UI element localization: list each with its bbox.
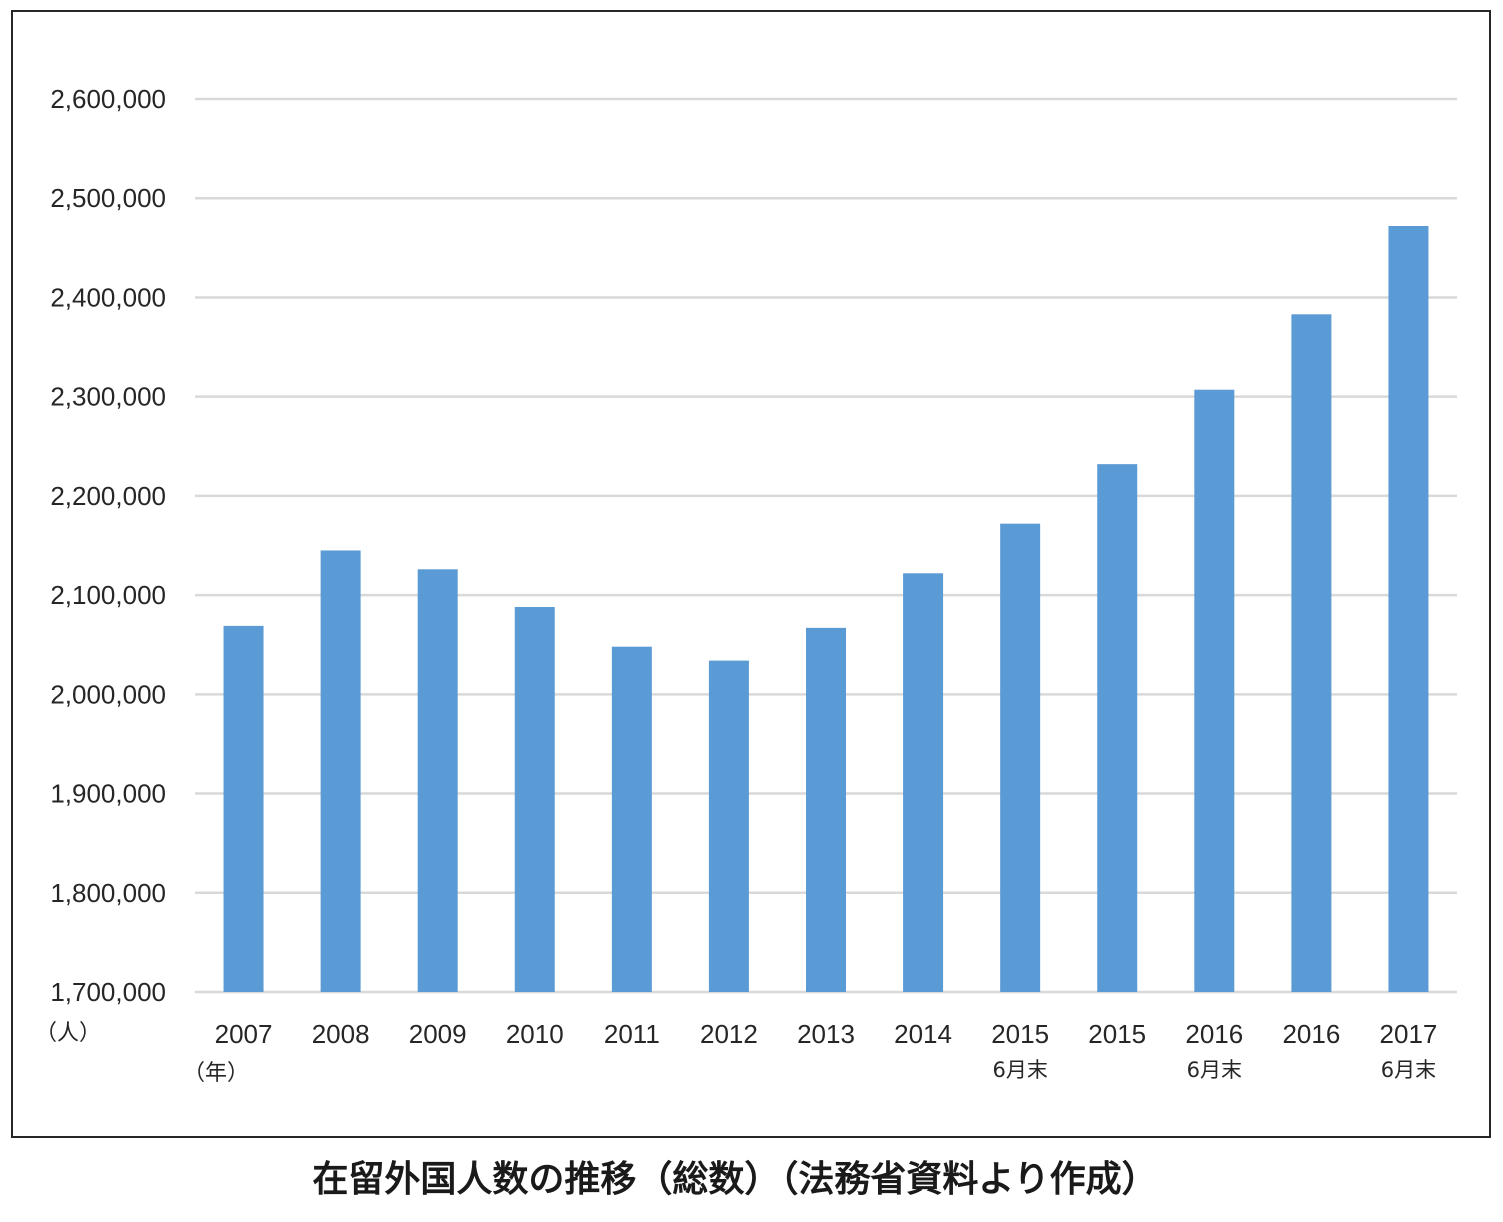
- y-tick-label: 2,200,000: [50, 481, 166, 511]
- bar-chart: 1,700,000 1,800,000 1,900,000 2,000,000 2,10…: [35, 84, 1457, 1086]
- y-tick-label: 2,400,000: [50, 282, 166, 312]
- y-tick-label: 2,600,000: [50, 84, 166, 114]
- y-tick-label: 2,500,000: [50, 183, 166, 213]
- y-tick-label: 1,800,000: [50, 878, 166, 908]
- x-tick-label: 2013: [797, 1019, 855, 1049]
- x-tick-label: 2008: [312, 1019, 370, 1049]
- bar: [806, 627, 846, 992]
- y-tick-label: 2,100,000: [50, 580, 166, 610]
- bar: [223, 625, 264, 992]
- x-tick-label: 2016: [1185, 1019, 1243, 1049]
- bar: [708, 660, 749, 992]
- bar: [417, 569, 458, 992]
- y-tick-label: 1,700,000: [50, 977, 166, 1007]
- x-tick-label: 2015: [991, 1019, 1049, 1049]
- x-tick-label: 2007: [215, 1019, 273, 1049]
- bar: [1291, 314, 1332, 992]
- x-tick-label: 2011: [604, 1019, 660, 1049]
- bar: [320, 550, 361, 992]
- bar: [1097, 464, 1138, 992]
- x-tick-label: 2012: [700, 1019, 758, 1049]
- x-axis-tick-labels: 2007 2008 2009 2010 2011 2012 2013 2014 2015 6月末 2…: [215, 1019, 1438, 1082]
- bar: [903, 573, 944, 992]
- x-tick-sublabel: 6月末: [1381, 1058, 1436, 1082]
- x-tick-label: 2015: [1088, 1019, 1146, 1049]
- bar: [611, 646, 652, 992]
- bar: [1000, 523, 1041, 992]
- bars: [223, 226, 1429, 993]
- bar: [1388, 226, 1429, 992]
- x-tick-label: 2016: [1282, 1019, 1340, 1049]
- bar: [514, 607, 555, 992]
- x-tick-sublabel: 6月末: [1187, 1058, 1242, 1082]
- y-axis-unit-label: （人）: [35, 1021, 101, 1046]
- y-tick-label: 1,900,000: [50, 779, 166, 809]
- chart-frame: 1,700,000 1,800,000 1,900,000 2,000,000 2,10…: [11, 10, 1491, 1138]
- x-tick-label: 2009: [409, 1019, 467, 1049]
- x-tick-sublabel: 6月末: [992, 1058, 1047, 1082]
- y-tick-label: 2,000,000: [50, 679, 166, 709]
- y-axis-tick-labels: 1,700,000 1,800,000 1,900,000 2,000,000 2,10…: [50, 84, 166, 1007]
- x-tick-label: 2014: [894, 1019, 952, 1049]
- x-tick-label: 2017: [1380, 1019, 1438, 1049]
- bar: [1194, 389, 1235, 993]
- x-tick-label: 2010: [506, 1019, 564, 1049]
- x-axis-unit-label: （年）: [183, 1061, 249, 1086]
- gridlines: [195, 97, 1457, 994]
- chart-caption: 在留外国人数の推移（総数）（法務省資料より作成）: [312, 1159, 1158, 1200]
- y-tick-label: 2,300,000: [50, 382, 166, 412]
